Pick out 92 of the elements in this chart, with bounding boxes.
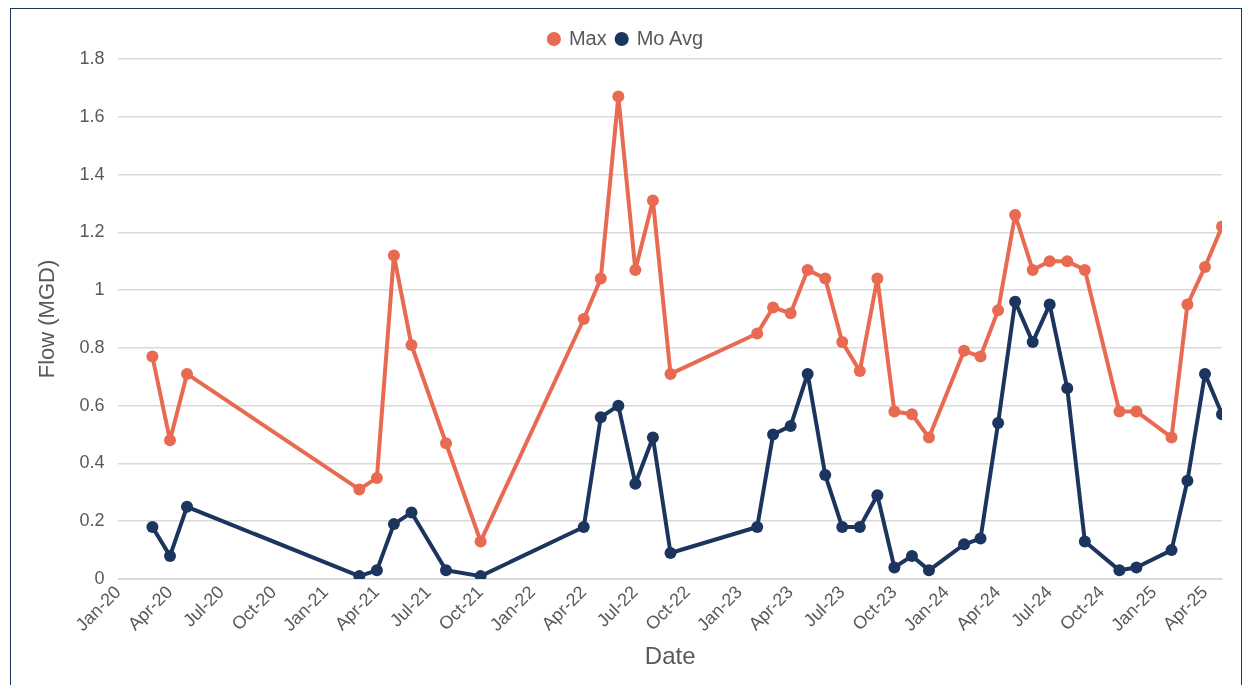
point: [1026, 263, 1039, 276]
point: [1026, 336, 1039, 349]
point: [646, 194, 659, 207]
point: [577, 521, 590, 534]
y-tick-label: 0.4: [79, 452, 105, 473]
point: [646, 431, 659, 444]
point: [905, 549, 918, 562]
y-tick-label: 1.2: [79, 221, 105, 242]
point: [405, 339, 418, 352]
y-axis-title: Flow (MGD): [34, 259, 60, 379]
y-tick-label: 1.8: [79, 47, 105, 68]
y-tick-label: 1: [94, 279, 105, 300]
point: [387, 518, 400, 531]
point: [1181, 474, 1194, 487]
point: [594, 272, 607, 285]
point: [888, 405, 901, 418]
point: [1113, 564, 1126, 577]
point: [1009, 209, 1022, 221]
point: [1043, 255, 1056, 268]
point: [387, 249, 400, 262]
point: [594, 411, 607, 424]
point: [974, 350, 987, 363]
point: [784, 419, 797, 432]
point: [871, 272, 884, 285]
y-tick-label: 1.4: [79, 163, 105, 184]
point: [801, 367, 814, 380]
point: [958, 344, 971, 357]
point: [974, 532, 987, 545]
point: [1078, 535, 1091, 548]
point: [922, 564, 935, 577]
point: [612, 90, 625, 103]
point: [612, 399, 625, 412]
y-tick-label: 0.8: [79, 336, 105, 357]
point: [1199, 367, 1211, 380]
point: [1009, 295, 1022, 308]
point: [905, 408, 918, 421]
point: [370, 471, 383, 484]
point: [353, 483, 366, 496]
point: [992, 304, 1005, 317]
point: [1061, 255, 1074, 268]
point: [1061, 382, 1074, 395]
point: [767, 301, 780, 314]
point: [664, 547, 677, 560]
y-tick-label: 1.6: [79, 105, 105, 126]
point: [922, 431, 935, 444]
point: [1165, 431, 1178, 444]
point: [146, 521, 159, 534]
y-tick-label: 0: [94, 567, 105, 588]
point: [164, 549, 176, 562]
point: [1113, 405, 1126, 418]
legend-label: Max: [568, 26, 607, 49]
point: [958, 538, 971, 551]
point: [1130, 405, 1143, 418]
point: [992, 417, 1005, 430]
point: [146, 350, 159, 363]
point: [664, 367, 677, 380]
point: [871, 489, 884, 502]
point: [819, 272, 832, 285]
point: [1181, 298, 1194, 311]
point: [1043, 298, 1056, 311]
point: [784, 307, 797, 320]
point: [1130, 561, 1143, 574]
point: [1078, 263, 1091, 276]
point: [853, 521, 866, 534]
point: [853, 365, 866, 378]
point: [181, 500, 194, 513]
point: [801, 263, 814, 276]
point: [353, 570, 366, 580]
point: [440, 564, 453, 577]
point: [1199, 261, 1211, 273]
y-tick-label: 0.2: [79, 510, 105, 531]
point: [751, 521, 764, 534]
point: [370, 564, 383, 577]
point: [888, 561, 901, 574]
y-tick-label: 0.6: [79, 394, 105, 415]
point: [474, 570, 487, 580]
point: [1165, 544, 1178, 557]
legend-label: Mo Avg: [636, 26, 704, 49]
point: [474, 535, 487, 548]
point: [405, 506, 418, 519]
point: [440, 437, 453, 450]
point: [836, 521, 849, 534]
x-axis-title: Date: [644, 642, 696, 670]
point: [767, 428, 780, 441]
point: [629, 477, 642, 490]
point: [819, 469, 832, 482]
point: [577, 313, 590, 326]
point: [836, 336, 849, 349]
point: [629, 263, 642, 276]
point: [164, 434, 176, 447]
point: [181, 367, 194, 380]
point: [751, 327, 764, 340]
